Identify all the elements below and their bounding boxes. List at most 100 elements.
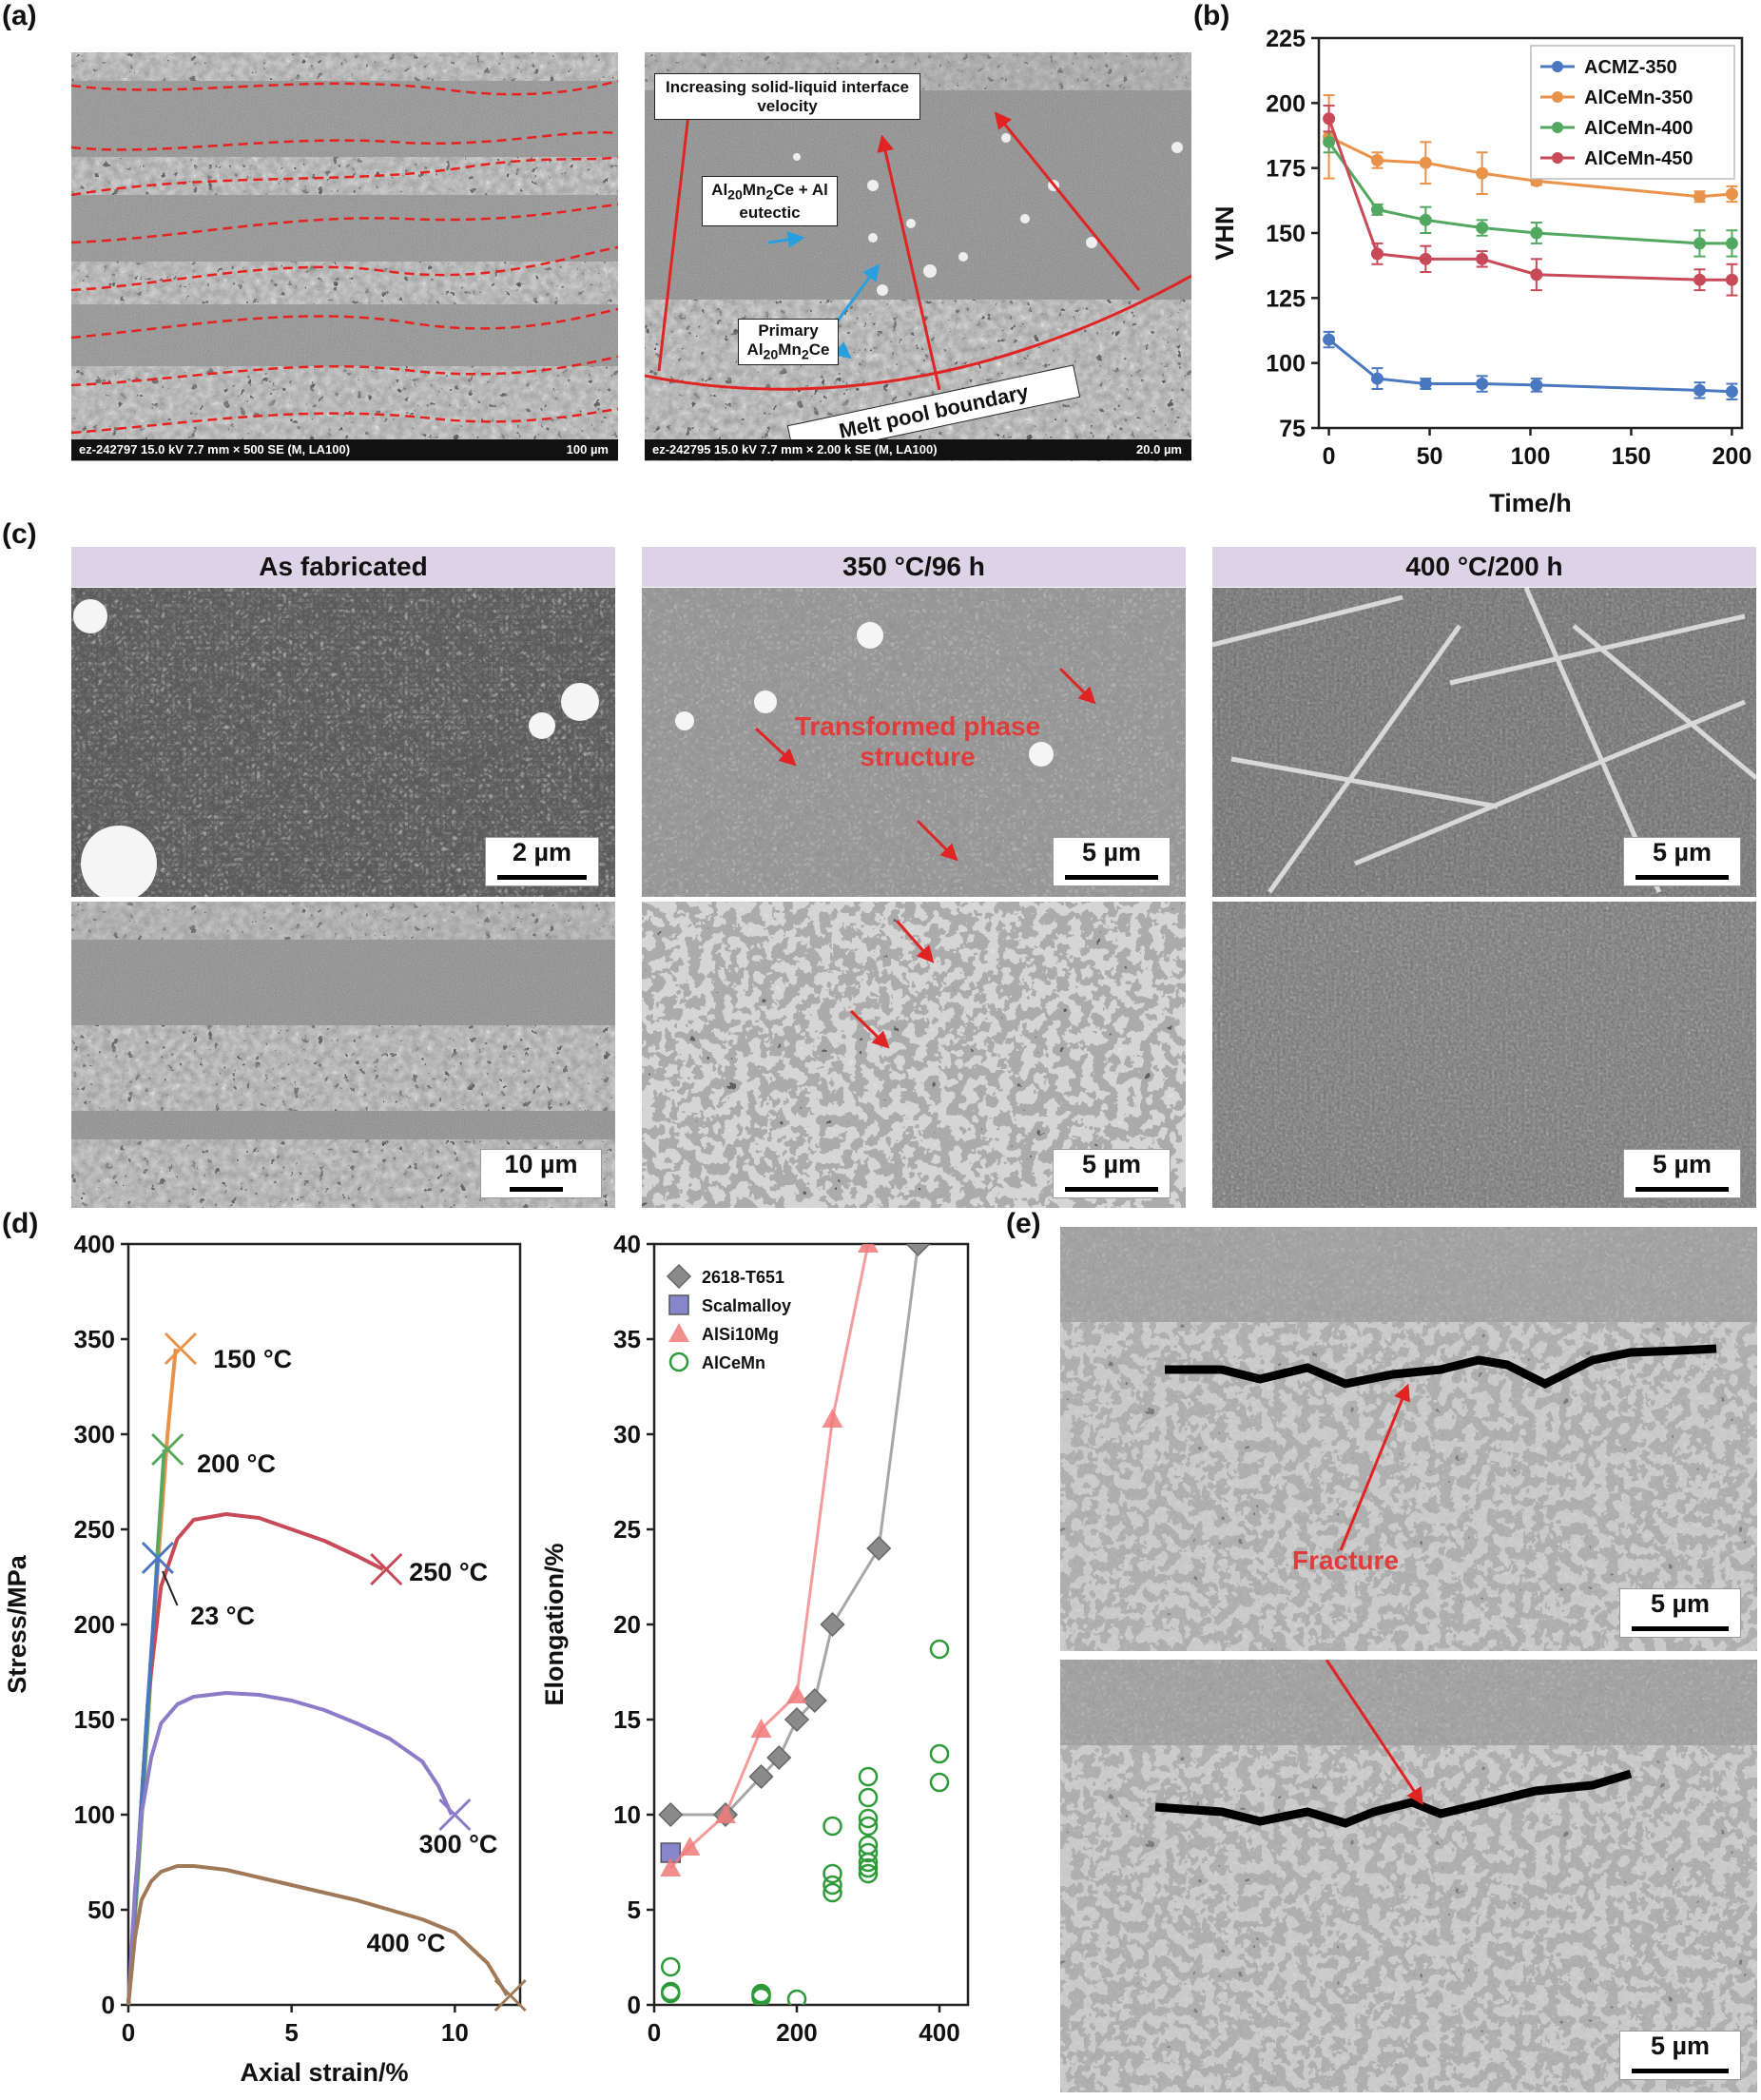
scale-bar-e1: 5 µm xyxy=(1619,1588,1741,1638)
scale-text: 5 µm xyxy=(1652,1150,1713,1178)
y-tick-label: 0 xyxy=(102,1991,115,2019)
x-tick-label: 200 xyxy=(1713,443,1752,470)
x-tick-label: 0 xyxy=(648,2018,661,2047)
x-tick-label: 400 xyxy=(919,2018,959,2047)
data-point xyxy=(1476,222,1489,235)
primary-part-al: Al xyxy=(746,340,764,359)
scale-bar-line xyxy=(1635,875,1729,880)
data-point xyxy=(822,1816,842,1837)
x-tick-label: 0 xyxy=(122,2018,135,2047)
primary-annotation: Primary Al20Mn2Ce xyxy=(738,319,839,366)
legend-entry: AlCeMn xyxy=(702,1353,765,1372)
legend-swatch-marker xyxy=(1552,122,1563,133)
legend-entry: Scalmalloy xyxy=(702,1296,791,1315)
fracture-marker xyxy=(141,1541,174,1575)
data-point xyxy=(1530,226,1543,240)
scale-text: 5 µm xyxy=(1652,838,1713,866)
data-point xyxy=(858,1857,879,1878)
fracture-marker xyxy=(493,1978,527,2012)
y-tick-label: 75 xyxy=(1279,416,1306,442)
legend-entry: AlCeMn-450 xyxy=(1584,148,1693,169)
scale-text: 100 µm xyxy=(566,442,609,457)
scale-text: 5 µm xyxy=(1650,2032,1711,2060)
y-axis-label: VHN xyxy=(1210,205,1239,260)
scale-text: 5 µm xyxy=(1081,1150,1142,1178)
data-point xyxy=(679,1837,701,1856)
elongation-chart: 0 200 400 0 5 10 15 20 25 30 35 40 Temperature/°C Elo… xyxy=(540,1230,970,2097)
curve-150 °C xyxy=(126,1332,197,2006)
legend: ACMZ-350 AlCeMn-350 AlCeMn-400 AlCeMn-450 xyxy=(1530,45,1735,180)
data-point xyxy=(1323,112,1336,126)
transformed-phase-label: Transformed phase structure xyxy=(794,711,1041,771)
curve-label-150: 150 °C xyxy=(213,1345,292,1373)
legend: 2618-T651 Scalmalloy AlSi10Mg AlCeMn xyxy=(666,1263,791,1372)
data-point xyxy=(858,1852,879,1873)
data-point xyxy=(858,1842,879,1863)
y-tick-label: 175 xyxy=(1266,156,1306,183)
curve-label-400: 400 °C xyxy=(367,1929,446,1957)
data-point xyxy=(1530,268,1543,282)
series-AlCeMn-400 xyxy=(1323,130,1738,258)
primary-line1: Primary xyxy=(758,321,819,340)
fracture-marker xyxy=(164,1332,197,1366)
velocity-annotation: Increasing solid-liquid interface veloci… xyxy=(654,73,920,121)
data-point xyxy=(1370,372,1384,385)
legend-swatch-marker xyxy=(668,1351,689,1372)
scale-bar-line xyxy=(1065,1187,1158,1192)
scale-bar-c4: 10 µm xyxy=(480,1149,602,1198)
panel-label-a: (a) xyxy=(2,0,37,31)
y-tick-label: 35 xyxy=(613,1325,641,1353)
legend-swatch-marker xyxy=(1552,91,1563,103)
eutectic-part-mn: Mn xyxy=(742,181,766,199)
data-point xyxy=(661,1956,681,1977)
data-point xyxy=(802,1687,827,1714)
data-point xyxy=(1419,378,1432,391)
x-tick-label: 5 xyxy=(284,2018,298,2047)
legend-entry: ACMZ-350 xyxy=(1584,57,1677,78)
y-tick-label: 10 xyxy=(613,1800,641,1829)
fracture-marker xyxy=(438,1798,472,1832)
data-point xyxy=(750,1719,772,1738)
y-tick-label: 30 xyxy=(613,1420,641,1449)
data-point xyxy=(1476,378,1489,391)
scale-text: 2 µm xyxy=(512,838,572,866)
y-tick-label: 250 xyxy=(74,1515,115,1544)
scale-bar-line xyxy=(1632,2069,1729,2073)
fracture-label: Fracture xyxy=(1291,1546,1400,1575)
series-AlSi10Mg xyxy=(660,1244,879,1876)
data-point xyxy=(1419,156,1432,169)
data-point xyxy=(658,1801,684,1828)
data-point xyxy=(1693,237,1706,250)
column-header-350c: 350 °C/96 h xyxy=(642,547,1186,587)
scale-bar-e2: 5 µm xyxy=(1619,2031,1741,2080)
data-point xyxy=(1419,213,1432,226)
data-point xyxy=(1693,273,1706,286)
y-tick-label: 100 xyxy=(1266,351,1306,378)
y-tick-label: 200 xyxy=(1266,90,1306,117)
data-point xyxy=(786,1684,807,1703)
x-tick-label: 100 xyxy=(1511,443,1551,470)
eutectic-part-al: Al xyxy=(711,181,728,199)
y-tick-label: 0 xyxy=(628,1991,641,2019)
sem-image-c-400-bottom: 5 µm xyxy=(1212,902,1756,1208)
data-point xyxy=(1476,166,1489,180)
data-point xyxy=(1725,273,1738,286)
data-point xyxy=(822,1863,842,1884)
curve-label-300: 300 °C xyxy=(419,1830,498,1858)
x-axis-label: Temperature/°C xyxy=(716,2094,905,2097)
primary-line2: Al20Mn2Ce xyxy=(743,340,834,363)
legend-swatch-marker xyxy=(666,1263,692,1290)
scale-text: 20.0 µm xyxy=(1136,442,1182,457)
data-point xyxy=(822,1875,842,1896)
data-point xyxy=(858,1766,879,1787)
stress-strain-curve xyxy=(126,1512,384,2006)
plot-area xyxy=(658,1244,950,2005)
data-point xyxy=(748,1763,774,1790)
scale-text: 10 µm xyxy=(504,1150,578,1178)
y-tick-label: 200 xyxy=(74,1610,115,1639)
legend-entry: AlCeMn-350 xyxy=(1584,88,1693,108)
data-point xyxy=(1725,385,1738,399)
data-point xyxy=(1370,203,1384,216)
hardness-chart: 0 50 100 150 200 75 100 125 150 175 200 225 Time/h VH… xyxy=(1210,26,1752,517)
